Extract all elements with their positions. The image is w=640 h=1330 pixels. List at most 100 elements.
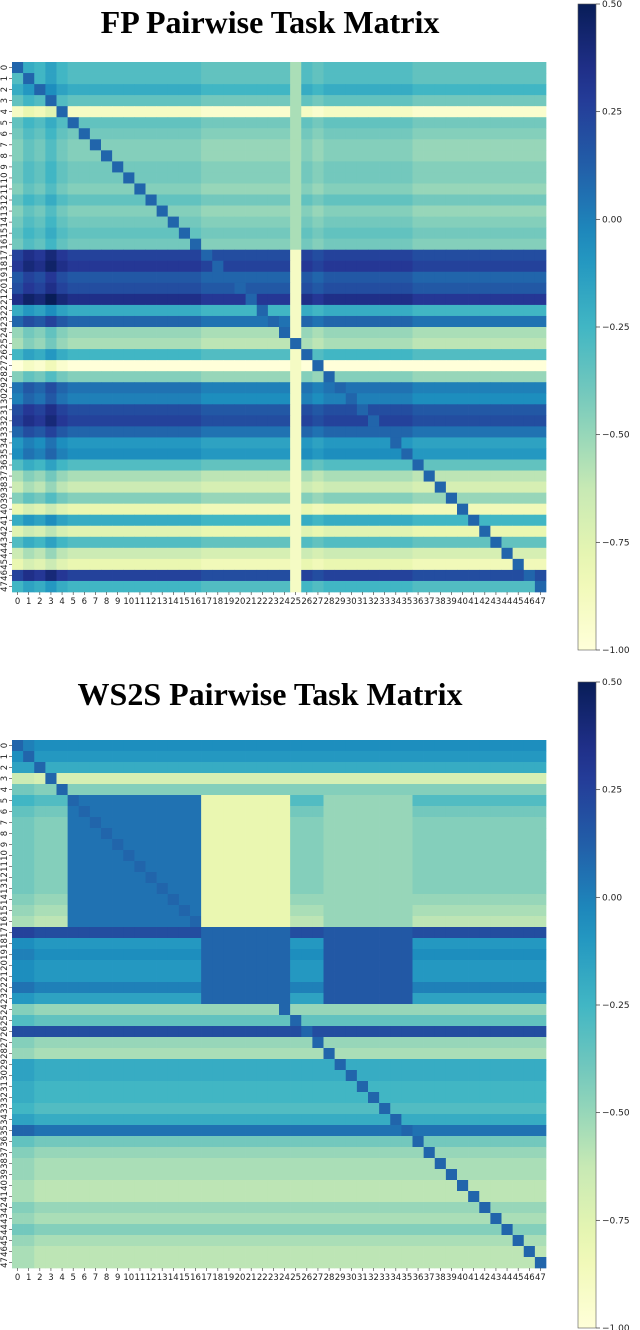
heatmap-cell [345,1191,358,1203]
heatmap-cell [201,106,213,118]
heatmap-cell [334,327,347,339]
heatmap-cell [445,927,458,939]
heatmap-cell [345,1180,358,1192]
heatmap-cell [312,938,324,950]
heatmap-cell [201,828,213,840]
heatmap-cell [123,481,135,493]
x-tick-label: 8 [104,1273,109,1283]
heatmap-cell [312,1158,324,1170]
heatmap-cell [267,459,280,471]
heatmap-cell [112,139,124,151]
heatmap-cell [512,360,525,372]
heatmap-cell [312,795,324,807]
heatmap-cell [89,927,102,939]
heatmap-cell [67,227,80,240]
heatmap-cell [23,558,35,571]
heatmap-cell [379,73,391,85]
heatmap-cell [123,905,135,917]
heatmap-cell [423,839,436,851]
heatmap-cell [201,73,213,85]
heatmap-cell [523,806,536,818]
heatmap-cell [323,1202,335,1214]
heatmap-cell [34,393,46,405]
heatmap-cell [89,817,102,829]
heatmap-cell [45,872,57,884]
heatmap-cell [201,960,213,972]
heatmap-cell [401,949,413,961]
heatmap-cell [12,580,24,593]
heatmap-cell [101,1246,113,1258]
heatmap-cell [479,971,491,983]
heatmap-cell [523,426,536,438]
heatmap-cell [178,293,191,306]
x-tick-label: 45 [513,1273,524,1283]
heatmap-cell [34,795,46,807]
heatmap-cell [12,503,24,516]
heatmap-cell [423,448,436,460]
heatmap-cell [190,1136,202,1148]
heatmap-cell [234,1004,246,1016]
heatmap-cell [201,249,213,262]
heatmap-cell [279,150,291,162]
heatmap-cell [167,426,180,438]
heatmap-cell [112,1114,124,1126]
heatmap-cell [501,905,513,917]
heatmap-cell [190,1180,202,1192]
heatmap-cell [468,569,480,582]
heatmap-cell [501,1257,513,1269]
heatmap-cell [12,1235,24,1247]
heatmap-cell [101,437,113,449]
heatmap-cell [290,1048,302,1060]
heatmap-cell [512,806,525,818]
heatmap-cell [434,850,447,862]
heatmap-cell [12,1202,24,1214]
heatmap-cell [12,492,24,505]
heatmap-cell [534,784,547,796]
heatmap-cell [323,784,335,796]
heatmap-cell [112,73,124,85]
heatmap-cell [501,927,513,939]
heatmap-cell [445,117,458,129]
heatmap-cell [356,448,369,460]
heatmap-cell [67,938,80,950]
heatmap-cell [156,1224,169,1236]
heatmap-cell [245,404,258,416]
heatmap-cell [334,73,347,85]
heatmap-cell [112,1081,124,1093]
heatmap-cell [434,1059,447,1071]
heatmap-cell [279,415,291,427]
heatmap-cell [323,861,335,873]
heatmap-cell [445,806,458,818]
heatmap-cell [56,828,68,840]
heatmap-cell [145,784,157,796]
heatmap-cell [167,183,180,195]
heatmap-cell [334,1092,347,1104]
heatmap-cell [301,569,313,582]
heatmap-cell [56,1059,68,1071]
heatmap-cell [401,404,413,416]
x-tick-label: 2 [37,597,42,607]
heatmap-cell [412,1103,424,1115]
heatmap-cell [34,249,46,262]
heatmap-cell [123,850,135,862]
heatmap-cell [201,1136,213,1148]
y-tick-label: 40 [0,504,10,515]
heatmap-cell [45,481,57,493]
heatmap-cell [34,327,46,339]
heatmap-cell [479,128,491,140]
heatmap-cell [312,426,324,438]
heatmap-cell [101,393,113,405]
heatmap-cell [390,1015,402,1027]
heatmap-cell [512,205,525,217]
heatmap-cell [368,106,380,118]
heatmap-cell [412,448,424,460]
heatmap-cell [434,751,447,763]
heatmap-cell [145,260,157,273]
heatmap-cell [490,1202,502,1214]
heatmap-cell [368,216,380,228]
heatmap-cell [67,349,80,361]
heatmap-cell [101,1070,113,1082]
heatmap-cell [412,1004,424,1016]
heatmap-cell [223,260,235,273]
heatmap-cell [201,894,213,906]
